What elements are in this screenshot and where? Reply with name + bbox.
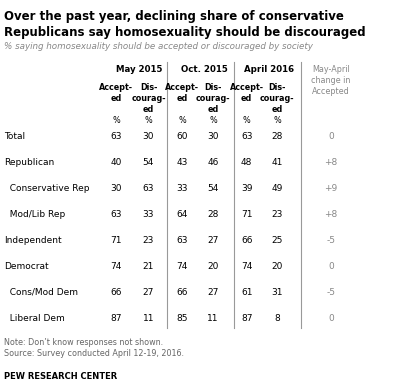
Text: 20: 20 (271, 262, 283, 271)
Text: 74: 74 (176, 262, 188, 271)
Text: 41: 41 (271, 158, 283, 167)
Text: ed: ed (143, 105, 154, 114)
Text: 74: 74 (241, 262, 252, 271)
Text: Accept-: Accept- (165, 83, 199, 92)
Text: %: % (144, 116, 152, 125)
Text: +9: +9 (325, 184, 338, 193)
Text: ed: ed (110, 94, 122, 103)
Text: 27: 27 (143, 288, 154, 297)
Text: courag-: courag- (196, 94, 231, 103)
Text: ed: ed (207, 105, 219, 114)
Text: 66: 66 (110, 288, 122, 297)
Text: May 2015: May 2015 (116, 65, 162, 74)
Text: Dis-: Dis- (140, 83, 157, 92)
Text: -5: -5 (327, 236, 336, 245)
Text: 87: 87 (241, 314, 252, 323)
Text: 63: 63 (241, 132, 252, 141)
Text: ed: ed (241, 94, 252, 103)
Text: 31: 31 (271, 288, 283, 297)
Text: ed: ed (176, 94, 188, 103)
Text: %: % (243, 116, 250, 125)
Text: 30: 30 (143, 132, 154, 141)
Text: 71: 71 (110, 236, 122, 245)
Text: 63: 63 (110, 210, 122, 219)
Text: %: % (209, 116, 217, 125)
Text: 28: 28 (207, 210, 219, 219)
Text: courag-: courag- (260, 94, 294, 103)
Text: Dis-: Dis- (268, 83, 286, 92)
Text: May-April
change in
Accepted: May-April change in Accepted (312, 65, 351, 96)
Text: Note: Don’t know responses not shown.
Source: Survey conducted April 12-19, 2016: Note: Don’t know responses not shown. So… (4, 338, 184, 359)
Text: +8: +8 (325, 210, 338, 219)
Text: 20: 20 (207, 262, 219, 271)
Text: Cons/Mod Dem: Cons/Mod Dem (4, 288, 78, 297)
Text: ed: ed (271, 105, 283, 114)
Text: 0: 0 (328, 132, 334, 141)
Text: 11: 11 (143, 314, 154, 323)
Text: 25: 25 (271, 236, 283, 245)
Text: 60: 60 (176, 132, 188, 141)
Text: 33: 33 (143, 210, 154, 219)
Text: 8: 8 (274, 314, 280, 323)
Text: +8: +8 (325, 158, 338, 167)
Text: Over the past year, declining share of conservative
Republicans say homosexualit: Over the past year, declining share of c… (4, 10, 365, 39)
Text: 63: 63 (143, 184, 154, 193)
Text: 87: 87 (110, 314, 122, 323)
Text: 23: 23 (271, 210, 283, 219)
Text: Accept-: Accept- (230, 83, 264, 92)
Text: Republican: Republican (4, 158, 54, 167)
Text: courag-: courag- (131, 94, 166, 103)
Text: 21: 21 (143, 262, 154, 271)
Text: April 2016: April 2016 (244, 65, 294, 74)
Text: -5: -5 (327, 288, 336, 297)
Text: 63: 63 (110, 132, 122, 141)
Text: 30: 30 (207, 132, 219, 141)
Text: Democrat: Democrat (4, 262, 48, 271)
Text: %: % (112, 116, 120, 125)
Text: 85: 85 (176, 314, 188, 323)
Text: 11: 11 (207, 314, 219, 323)
Text: 46: 46 (207, 158, 219, 167)
Text: 66: 66 (176, 288, 188, 297)
Text: 48: 48 (241, 158, 252, 167)
Text: Liberal Dem: Liberal Dem (4, 314, 65, 323)
Text: Independent: Independent (4, 236, 61, 245)
Text: 0: 0 (328, 262, 334, 271)
Text: 63: 63 (176, 236, 188, 245)
Text: 23: 23 (143, 236, 154, 245)
Text: 61: 61 (241, 288, 252, 297)
Text: %: % (273, 116, 281, 125)
Text: 54: 54 (207, 184, 219, 193)
Text: 27: 27 (207, 236, 219, 245)
Text: Dis-: Dis- (205, 83, 222, 92)
Text: 64: 64 (176, 210, 188, 219)
Text: 27: 27 (207, 288, 219, 297)
Text: Mod/Lib Rep: Mod/Lib Rep (4, 210, 65, 219)
Text: Total: Total (4, 132, 25, 141)
Text: Oct. 2015: Oct. 2015 (181, 65, 228, 74)
Text: 0: 0 (328, 314, 334, 323)
Text: 40: 40 (110, 158, 122, 167)
Text: 66: 66 (241, 236, 252, 245)
Text: PEW RESEARCH CENTER: PEW RESEARCH CENTER (4, 372, 117, 381)
Text: 43: 43 (176, 158, 188, 167)
Text: 33: 33 (176, 184, 188, 193)
Text: % saying homosexuality should be accepted or discouraged by society: % saying homosexuality should be accepte… (4, 42, 312, 50)
Text: 28: 28 (271, 132, 283, 141)
Text: %: % (178, 116, 186, 125)
Text: 71: 71 (241, 210, 252, 219)
Text: Conservative Rep: Conservative Rep (4, 184, 89, 193)
Text: 54: 54 (143, 158, 154, 167)
Text: 39: 39 (241, 184, 252, 193)
Text: 30: 30 (110, 184, 122, 193)
Text: 74: 74 (110, 262, 122, 271)
Text: 49: 49 (271, 184, 283, 193)
Text: Accept-: Accept- (99, 83, 133, 92)
